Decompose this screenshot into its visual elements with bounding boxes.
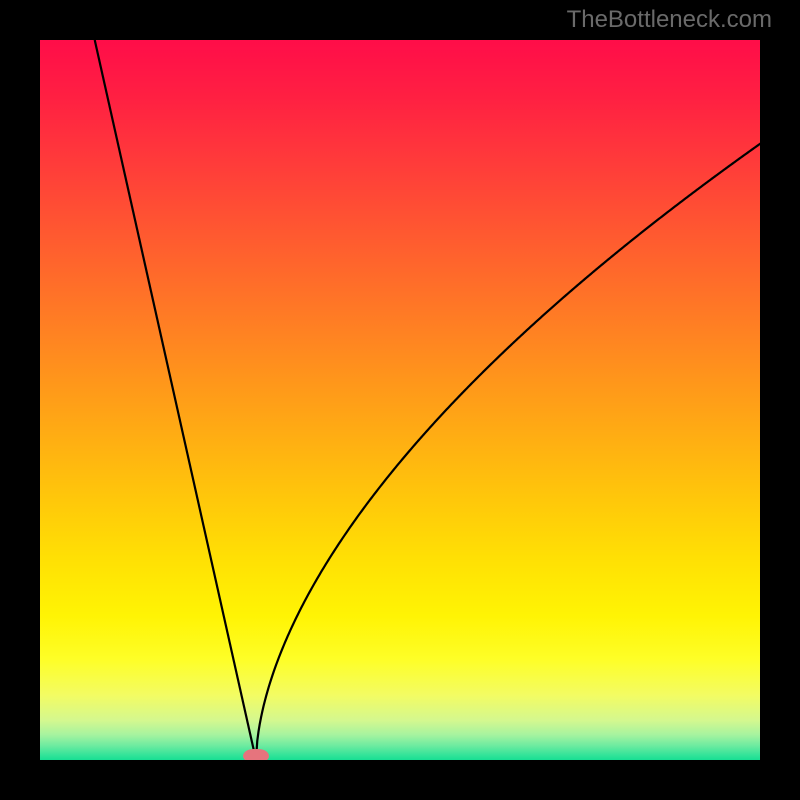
bottleneck-curve: [40, 40, 760, 760]
watermark-text: TheBottleneck.com: [567, 6, 772, 34]
minimum-marker: [243, 749, 269, 760]
plot-area: [40, 40, 760, 760]
curve-path: [95, 40, 760, 760]
chart-container: TheBottleneck.com: [0, 0, 800, 800]
